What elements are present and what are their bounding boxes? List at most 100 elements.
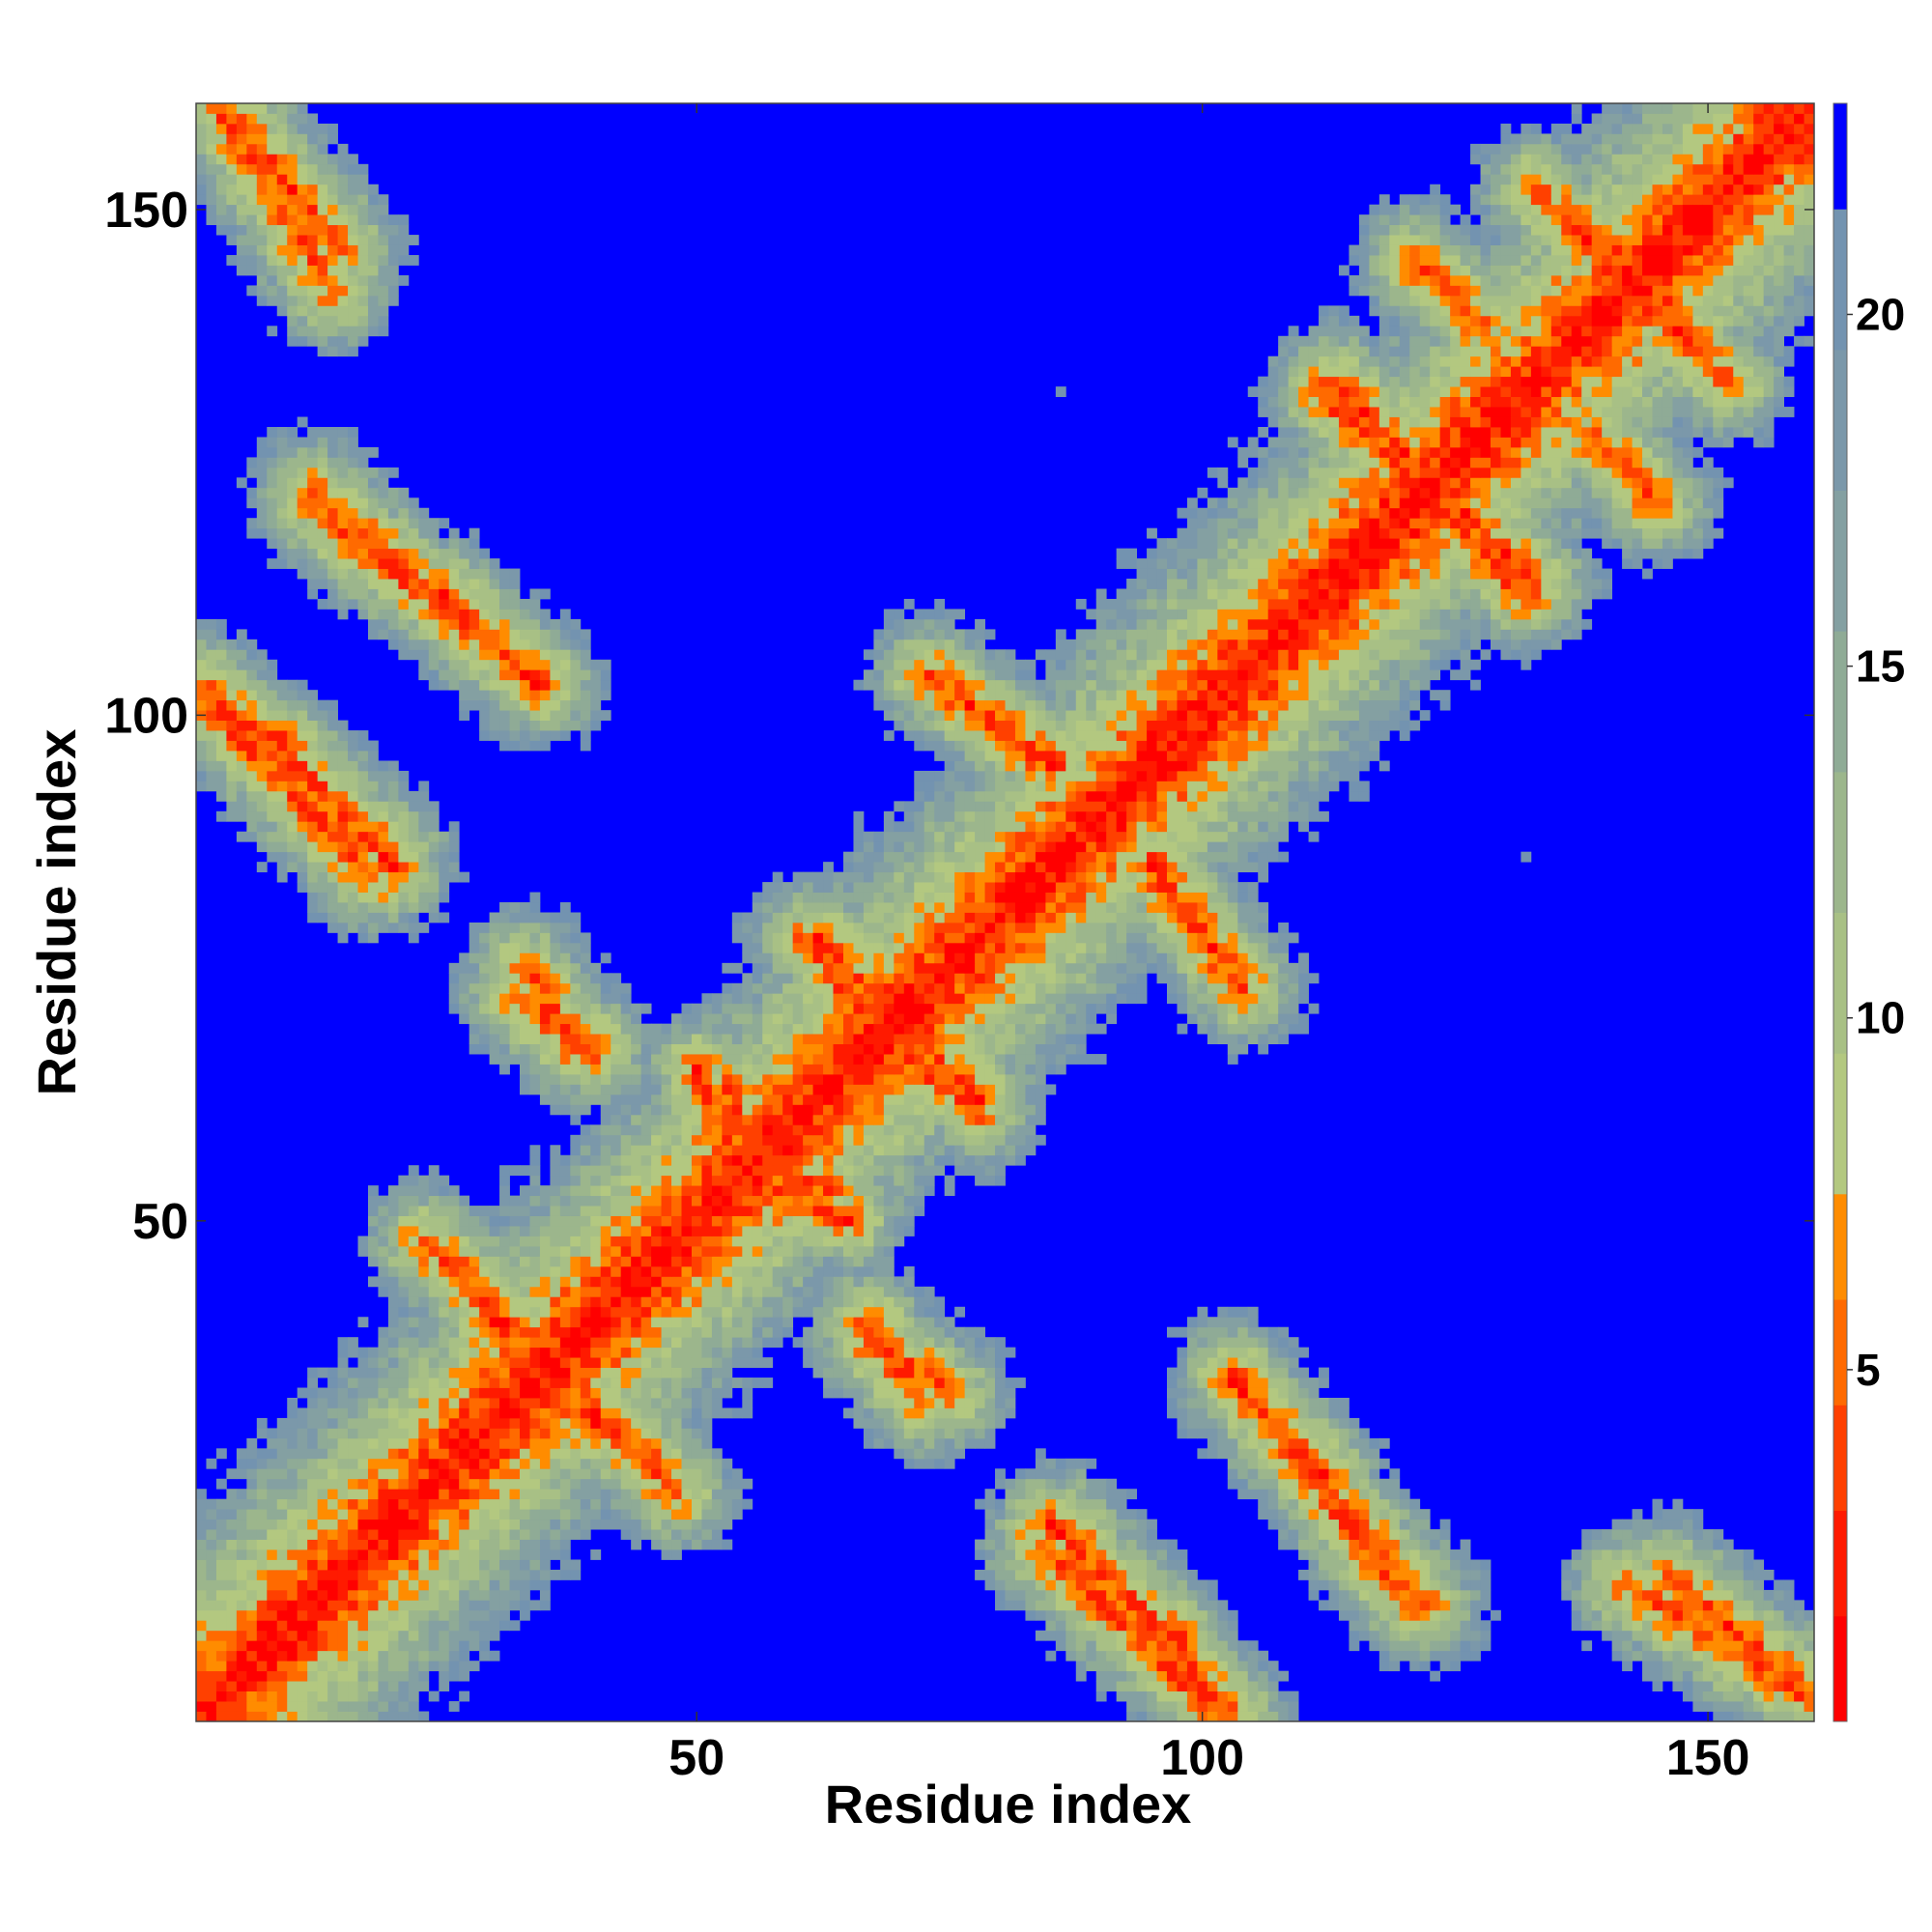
heatmap-cell bbox=[1602, 1569, 1613, 1580]
heatmap-cell bbox=[448, 1549, 460, 1560]
heatmap-cell bbox=[489, 659, 500, 670]
heatmap-cell bbox=[307, 1417, 319, 1429]
heatmap-cell bbox=[418, 1215, 430, 1227]
heatmap-cell bbox=[509, 730, 521, 741]
heatmap-cell bbox=[327, 922, 338, 933]
heatmap-cell bbox=[348, 579, 358, 589]
heatmap-cell bbox=[337, 751, 349, 761]
heatmap-cell bbox=[550, 973, 561, 984]
heatmap-cell bbox=[297, 1589, 308, 1601]
heatmap-cell bbox=[499, 1448, 510, 1460]
heatmap-cell bbox=[215, 224, 227, 236]
heatmap-cell bbox=[418, 1681, 430, 1691]
heatmap-cell bbox=[246, 1681, 258, 1691]
heatmap-cell bbox=[1622, 1559, 1633, 1571]
heatmap-cell bbox=[387, 235, 399, 245]
heatmap-cell bbox=[276, 1600, 288, 1611]
heatmap-cell bbox=[387, 821, 399, 833]
heatmap-cell bbox=[387, 1489, 399, 1500]
heatmap-cell bbox=[520, 1589, 530, 1601]
heatmap-cell bbox=[1207, 1448, 1218, 1460]
heatmap-cell bbox=[1319, 1569, 1329, 1580]
heatmap-cell bbox=[448, 1317, 460, 1328]
heatmap-cell bbox=[398, 1690, 410, 1702]
heatmap-cell bbox=[529, 1398, 541, 1408]
heatmap-cell bbox=[469, 1398, 480, 1408]
heatmap-cell bbox=[1167, 1620, 1178, 1632]
heatmap-cell bbox=[731, 1357, 743, 1368]
heatmap-cell bbox=[418, 1589, 430, 1601]
heatmap-cell bbox=[1722, 1559, 1734, 1571]
heatmap-cell bbox=[691, 1417, 702, 1429]
heatmap-cell bbox=[357, 932, 369, 944]
heatmap-cell bbox=[1045, 1539, 1057, 1550]
heatmap-cell bbox=[297, 740, 308, 752]
heatmap-cell bbox=[398, 1600, 410, 1611]
heatmap-cell bbox=[367, 1437, 379, 1449]
heatmap-cell bbox=[196, 760, 207, 772]
heatmap-cell bbox=[1632, 1630, 1643, 1641]
heatmap-cell bbox=[671, 1337, 682, 1349]
heatmap-cell bbox=[1338, 1417, 1350, 1429]
heatmap-cell bbox=[469, 1206, 480, 1216]
heatmap-cell bbox=[1642, 1670, 1653, 1682]
heatmap-cell bbox=[256, 244, 268, 256]
heatmap-cell bbox=[520, 1064, 530, 1075]
heatmap-cell bbox=[398, 810, 410, 822]
heatmap-cell bbox=[539, 609, 551, 620]
heatmap-cell bbox=[1237, 1378, 1249, 1388]
heatmap-cell bbox=[348, 1347, 358, 1358]
heatmap-cell bbox=[559, 639, 571, 650]
heatmap-cell bbox=[812, 1337, 824, 1349]
heatmap-cell bbox=[529, 1539, 541, 1550]
heatmap-cell bbox=[1035, 1458, 1046, 1469]
heatmap-cell bbox=[398, 1206, 410, 1216]
heatmap-cell bbox=[509, 1539, 521, 1550]
heatmap-cell bbox=[226, 204, 238, 215]
heatmap-cell bbox=[580, 1458, 591, 1469]
heatmap-cell bbox=[408, 588, 419, 600]
heatmap-cell bbox=[1258, 1701, 1269, 1712]
heatmap-cell bbox=[752, 1357, 763, 1368]
heatmap-cell bbox=[276, 1661, 288, 1672]
heatmap-cell bbox=[1207, 1620, 1218, 1632]
heatmap-cell bbox=[267, 1539, 278, 1550]
heatmap-cell bbox=[1409, 1640, 1421, 1652]
heatmap-cell bbox=[863, 1357, 874, 1368]
heatmap-cell bbox=[469, 618, 480, 630]
heatmap-cell bbox=[489, 679, 500, 691]
heatmap-cell bbox=[297, 224, 308, 236]
heatmap-cell bbox=[570, 629, 582, 640]
heatmap-cell bbox=[327, 1549, 338, 1560]
heatmap-cell bbox=[1106, 1478, 1118, 1490]
heatmap-cell bbox=[479, 1650, 490, 1662]
heatmap-cell bbox=[1177, 1407, 1188, 1419]
heatmap-cell bbox=[1460, 1640, 1471, 1652]
heatmap-cell bbox=[499, 1206, 510, 1216]
heatmap-cell bbox=[550, 1206, 561, 1216]
heatmap-cell bbox=[307, 518, 319, 529]
heatmap-cell bbox=[1035, 1569, 1046, 1580]
heatmap-cell bbox=[1652, 1539, 1663, 1550]
heatmap-cell bbox=[357, 579, 369, 589]
heatmap-cell bbox=[539, 730, 551, 741]
heatmap-cell bbox=[499, 1387, 510, 1399]
heatmap-cell bbox=[418, 618, 430, 630]
heatmap-cell bbox=[1186, 1387, 1198, 1399]
heatmap-cell bbox=[276, 821, 288, 833]
heatmap-cell bbox=[459, 629, 470, 640]
heatmap-cell bbox=[611, 1367, 622, 1378]
heatmap-cell bbox=[479, 973, 490, 984]
heatmap-cell bbox=[520, 669, 530, 681]
heatmap-cell bbox=[1278, 1478, 1290, 1490]
heatmap-cell bbox=[398, 1681, 410, 1691]
heatmap-cell bbox=[570, 1134, 582, 1146]
heatmap-cell bbox=[1116, 1640, 1127, 1652]
heatmap-cell bbox=[428, 1185, 440, 1197]
heatmap-cell bbox=[792, 1337, 804, 1349]
heatmap-cell bbox=[529, 1378, 541, 1388]
heatmap-cell bbox=[448, 1640, 460, 1652]
heatmap-cell bbox=[398, 224, 410, 236]
heatmap-cell bbox=[387, 618, 399, 630]
heatmap-cell bbox=[236, 751, 247, 761]
